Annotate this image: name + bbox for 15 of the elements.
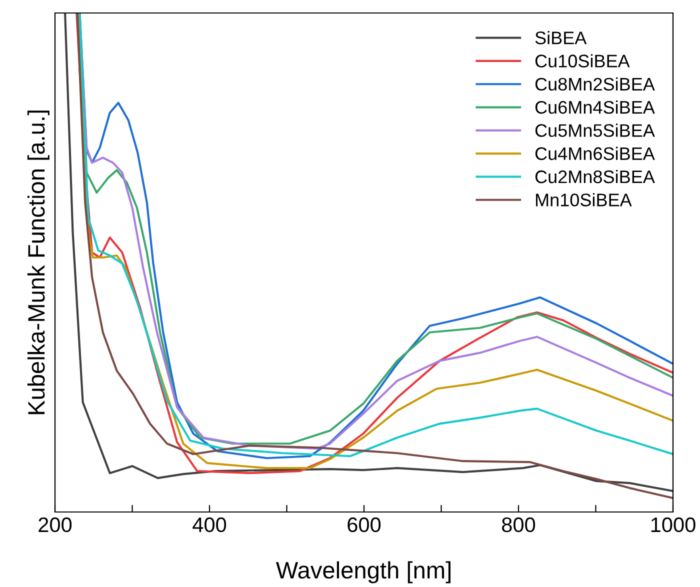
y-axis-title: Kubelka-Munk Function [a.u.] xyxy=(27,110,50,414)
x-tick-label: 400 xyxy=(192,517,226,532)
legend-label: Cu4Mn6SiBEA xyxy=(535,146,655,160)
legend-label: Cu8Mn2SiBEA xyxy=(535,77,655,91)
legend-label: Cu2Mn8SiBEA xyxy=(535,170,655,184)
x-axis-title: Wavelength [nm] xyxy=(276,561,450,584)
legend-label: Cu5Mn5SiBEA xyxy=(535,124,655,137)
legend-label: Mn10SiBEA xyxy=(536,193,632,206)
legend-label: Cu6Mn4SiBEA xyxy=(535,100,655,114)
x-tick-label: 600 xyxy=(348,517,381,532)
x-tick-label: 800 xyxy=(502,517,536,532)
legend-label: Cu10SiBEA xyxy=(535,54,630,68)
x-tick-label: 200 xyxy=(38,517,72,532)
x-tick-label: 1000 xyxy=(651,517,696,532)
legend-label: SiBEA xyxy=(535,31,587,44)
